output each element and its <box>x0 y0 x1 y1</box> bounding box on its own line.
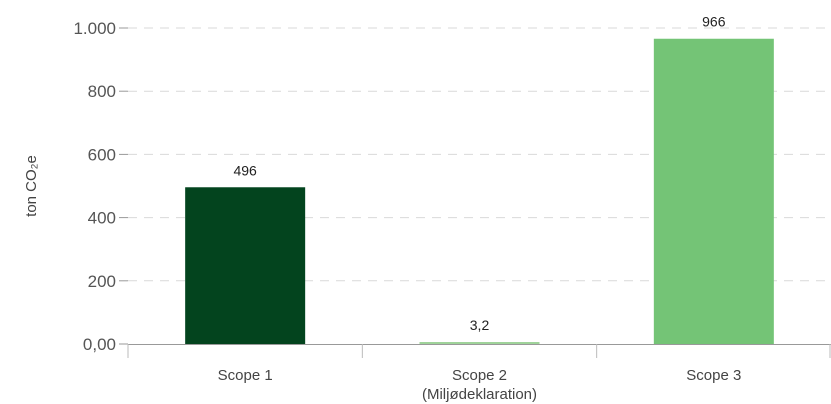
data-label: 966 <box>702 14 726 30</box>
x-tick-label: Scope 1 <box>218 367 273 384</box>
bar-scope-3 <box>653 38 774 345</box>
x-axis-ticks: Scope 1 Scope 2 (Miljødeklaration) Scope 3 <box>127 344 831 403</box>
y-tick-label: 400 <box>88 209 116 228</box>
y-tick-label: 1.000 <box>73 19 116 38</box>
y-tick-label: 800 <box>88 82 116 101</box>
y-axis-ticks: 0,00 200 400 600 800 1.000 <box>73 19 128 354</box>
y-tick-label: 0,00 <box>83 335 116 354</box>
y-axis-label: ton CO₂e <box>23 155 40 217</box>
data-label: 496 <box>233 162 257 178</box>
bar-scope-2 <box>419 342 540 344</box>
y-tick-label: 600 <box>88 145 116 164</box>
bar-scope-1 <box>185 187 306 344</box>
data-label: 3,2 <box>470 317 490 333</box>
x-tick-label: Scope 2 <box>452 367 507 384</box>
data-labels: 496 3,2 966 <box>233 14 725 333</box>
y-tick-label: 200 <box>88 272 116 291</box>
bars <box>185 38 774 345</box>
x-tick-label: Scope 3 <box>686 367 741 384</box>
x-tick-sublabel: (Miljødeklaration) <box>422 386 537 403</box>
